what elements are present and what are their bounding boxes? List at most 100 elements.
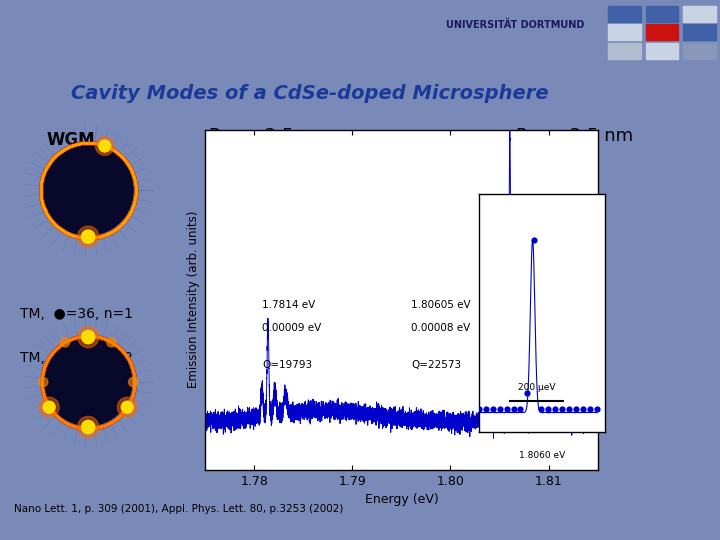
Point [42, 400, 53, 408]
Point [37, 387, 48, 395]
Text: 1.80605 eV: 1.80605 eV [411, 300, 471, 310]
Point [76, 233, 87, 242]
Point [60, 418, 71, 427]
Point [35, 190, 47, 199]
Point [100, 142, 112, 151]
Point [117, 409, 128, 418]
Point [126, 394, 138, 403]
Point [35, 181, 47, 190]
Point [48, 346, 60, 355]
Point [106, 417, 117, 426]
Point [127, 367, 139, 375]
Point [121, 403, 132, 412]
Point [40, 396, 51, 405]
Point [122, 401, 134, 409]
Point [37, 171, 49, 180]
Point [81, 234, 92, 242]
Point [114, 221, 125, 230]
Point [101, 420, 112, 429]
Point [46, 217, 58, 226]
Point [124, 357, 135, 366]
Point [127, 171, 139, 179]
Point [97, 422, 109, 430]
Point [55, 225, 67, 234]
Point [91, 423, 102, 432]
Point [126, 393, 138, 402]
Point [66, 141, 77, 150]
Point [77, 139, 89, 147]
Point [126, 363, 138, 372]
Point [130, 184, 142, 193]
Point [51, 411, 63, 420]
Point [37, 389, 49, 398]
Point [81, 234, 92, 242]
Point [78, 424, 89, 433]
Point [130, 184, 142, 192]
Point [73, 423, 85, 432]
Point [78, 233, 89, 242]
Point [121, 214, 132, 222]
Point [41, 399, 53, 408]
Point [129, 379, 140, 388]
Point [129, 197, 140, 205]
Point [100, 421, 112, 429]
Point [38, 365, 50, 374]
Point [101, 230, 112, 239]
Point [85, 138, 96, 147]
Point [81, 138, 92, 147]
Point [97, 141, 109, 150]
Point [92, 139, 104, 148]
Point [127, 168, 138, 177]
Point [78, 139, 90, 147]
Point [113, 343, 125, 352]
Point [122, 401, 134, 410]
Point [120, 349, 131, 358]
Point [58, 145, 69, 154]
Point [39, 393, 50, 402]
Point [38, 365, 50, 374]
Point [129, 195, 140, 204]
Point [63, 230, 75, 239]
Point [35, 187, 46, 196]
Point [128, 382, 140, 391]
Point [122, 213, 133, 221]
Point [79, 234, 91, 242]
Point [62, 419, 73, 428]
Point [37, 366, 49, 375]
Point [108, 339, 120, 348]
Point [123, 355, 135, 364]
Point [125, 165, 137, 173]
Point [36, 198, 48, 206]
Point [53, 148, 64, 157]
Point [127, 171, 139, 179]
Point [41, 162, 53, 171]
Point [89, 233, 100, 242]
Point [129, 374, 140, 382]
Point [78, 139, 89, 147]
Point [76, 332, 87, 341]
Point [38, 204, 50, 213]
Point [108, 339, 120, 348]
Point [87, 332, 99, 340]
Point [126, 205, 138, 214]
Point [113, 413, 125, 421]
Point [71, 140, 82, 149]
Point [77, 424, 89, 433]
Point [46, 155, 58, 164]
Point [93, 233, 104, 241]
Point [56, 416, 68, 424]
Point [37, 387, 48, 395]
Point [100, 141, 112, 150]
Point [125, 166, 137, 174]
Point [63, 143, 74, 151]
Point [94, 423, 105, 431]
Point [123, 356, 135, 364]
Point [61, 229, 73, 238]
Point [87, 424, 99, 433]
Point [104, 418, 116, 427]
Point [98, 421, 109, 430]
Point [39, 205, 50, 214]
Point [37, 369, 48, 378]
Point [109, 415, 121, 424]
Point [118, 218, 130, 226]
